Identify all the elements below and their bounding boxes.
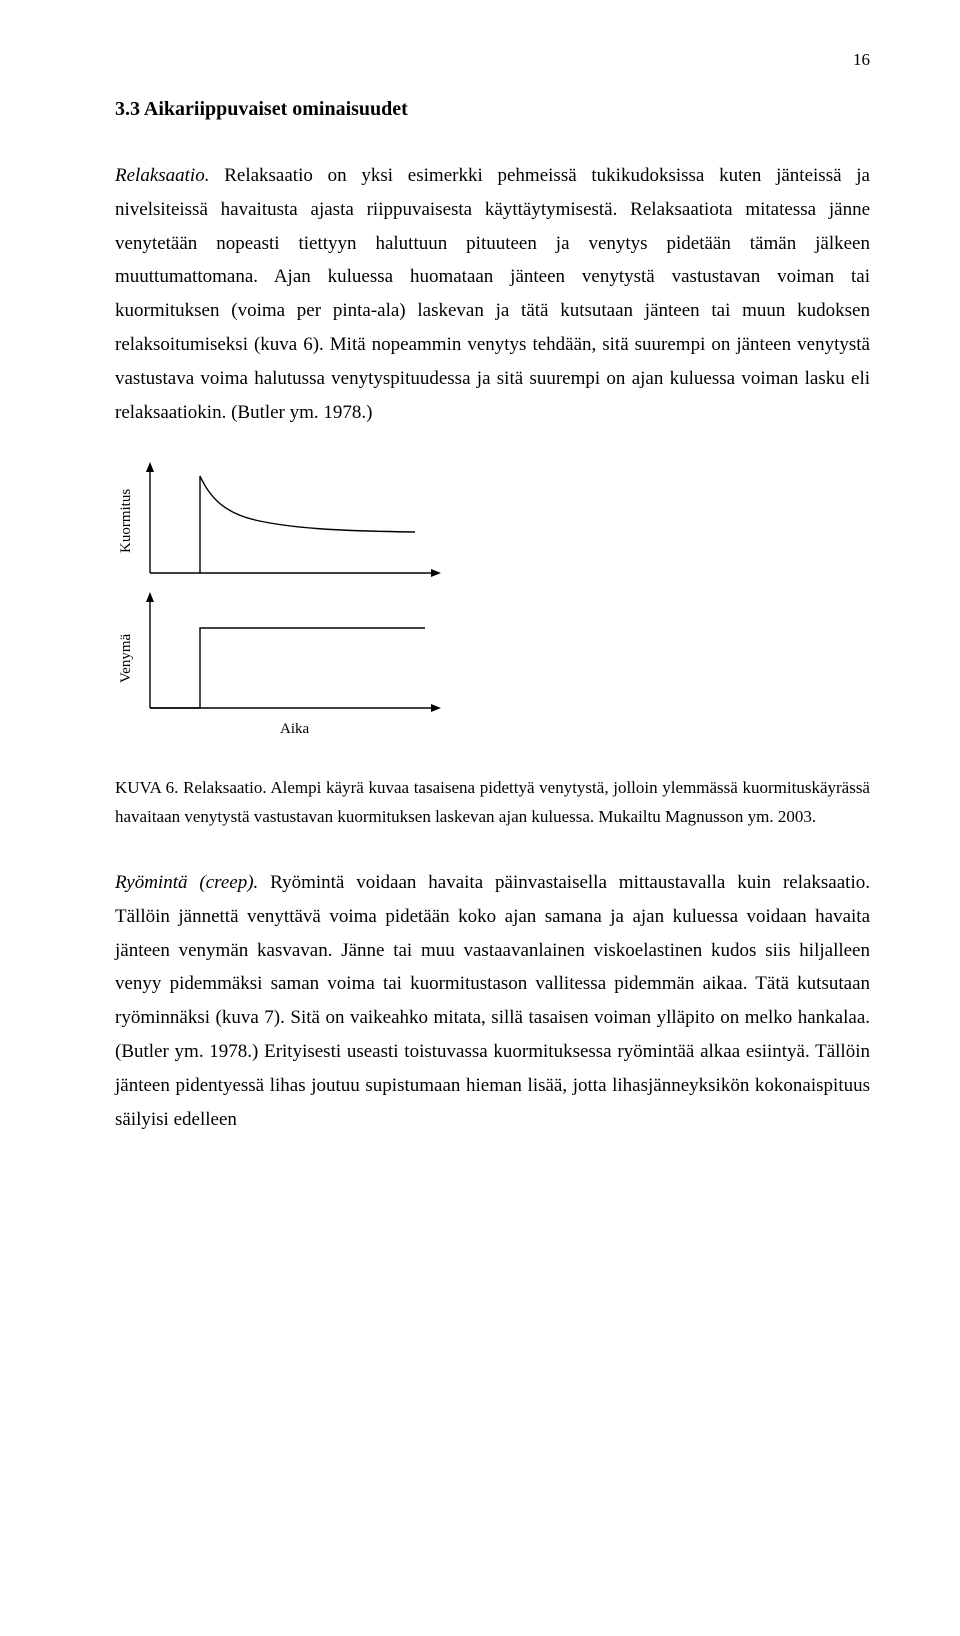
figure-6: Kuormitus Venymä Aika xyxy=(115,458,870,743)
x-axis-arrow-bottom xyxy=(431,704,441,712)
chart-kuormitus: Kuormitus xyxy=(115,458,455,588)
paragraph-relaksaatio: Relaksaatio. Relaksaatio on yksi esimerk… xyxy=(115,159,870,430)
page-number: 16 xyxy=(115,50,870,70)
y-axis-label-venyma: Venymä xyxy=(118,633,134,682)
caption-label: KUVA 6. Relaksaatio. xyxy=(115,778,267,797)
paragraph-ryominta: Ryömintä (creep). Ryömintä voidaan havai… xyxy=(115,866,870,1137)
section-heading: 3.3 Aikariippuvaiset ominaisuudet xyxy=(115,98,870,121)
y-axis-arrow-top xyxy=(146,462,154,472)
run-in-relaksaatio: Relaksaatio. xyxy=(115,165,209,186)
step-curve xyxy=(150,628,425,708)
figure-6-caption: KUVA 6. Relaksaatio. Alempi käyrä kuvaa … xyxy=(115,773,870,833)
x-axis-label-aika: Aika xyxy=(280,721,310,737)
relaxation-curve xyxy=(200,476,415,573)
y-axis-label-kuormitus: Kuormitus xyxy=(118,488,134,552)
page: 16 3.3 Aikariippuvaiset ominaisuudet Rel… xyxy=(0,0,960,1215)
x-axis-arrow-top xyxy=(431,569,441,577)
para2-body: Ryömintä voidaan havaita päinvastaisella… xyxy=(115,872,870,1130)
chart-venyma: Venymä Aika xyxy=(115,588,455,743)
run-in-ryominta: Ryömintä (creep). xyxy=(115,872,258,893)
y-axis-arrow-bottom xyxy=(146,592,154,602)
para1-body: Relaksaatio on yksi esimerkki pehmeissä … xyxy=(115,165,870,423)
